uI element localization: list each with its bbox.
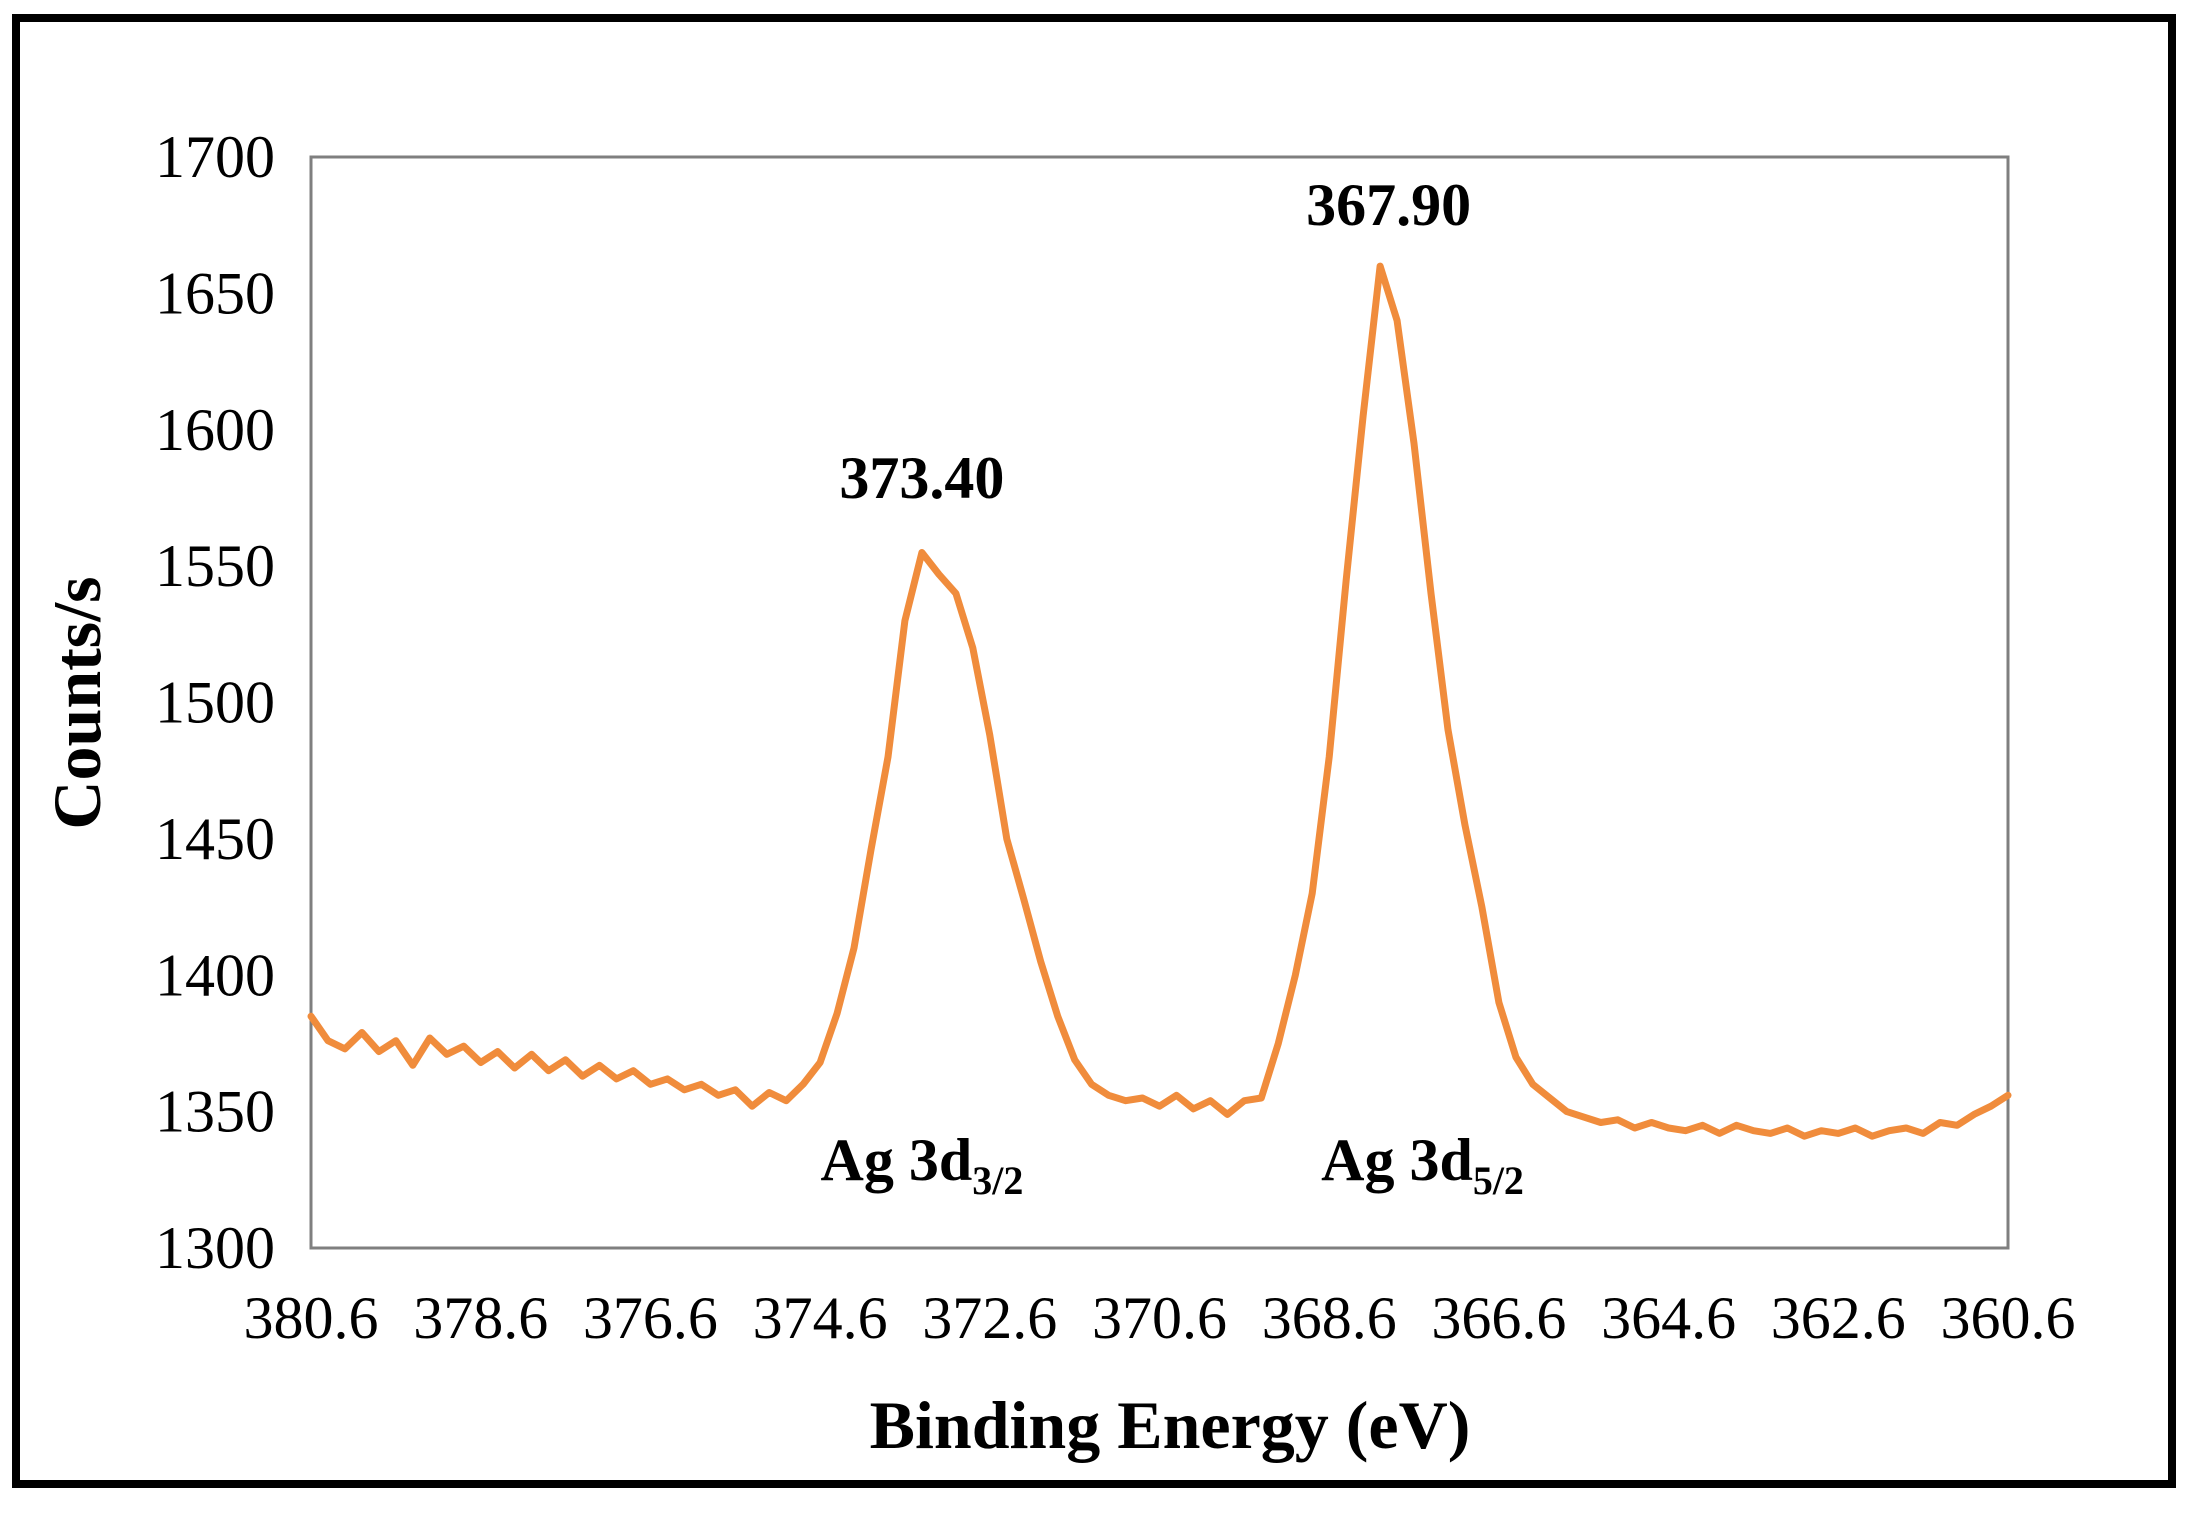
peak-value-label: 367.90 [1306,172,1471,238]
peak-name-main: Ag 3d [821,1127,973,1193]
x-axis-ticks: 380.6 378.6 376.6 374.6 372.6 370.6 368.6 366.6… [244,1285,2076,1351]
x-tick-label: 376.6 [583,1285,718,1351]
peak-name-subscript: 3/2 [972,1158,1023,1203]
peak-name-main: Ag 3d [1321,1127,1473,1193]
x-tick-label: 368.6 [1262,1285,1397,1351]
x-tick-label: 366.6 [1431,1285,1566,1351]
y-tick-label: 1700 [155,124,275,190]
x-tick-label: 370.6 [1092,1285,1227,1351]
y-tick-label: 1400 [155,942,275,1008]
peak-name-label: Ag 3d5/2 [1321,1127,1524,1203]
x-tick-label: 374.6 [753,1285,888,1351]
y-axis-ticks: 1700 1650 1600 1550 1500 1450 1400 1350 1300 [155,124,275,1281]
x-tick-label: 360.6 [1941,1285,2076,1351]
x-tick-label: 380.6 [244,1285,379,1351]
spectrum-line [307,262,2012,1140]
y-tick-label: 1600 [155,397,275,463]
y-tick-label: 1350 [155,1079,275,1145]
peak-name-label: Ag 3d3/2 [821,1127,1024,1203]
x-tick-label: 372.6 [922,1285,1057,1351]
x-tick-label: 362.6 [1771,1285,1906,1351]
y-tick-label: 1500 [155,670,275,736]
y-tick-label: 1550 [155,533,275,599]
y-axis-label: Counts/s [39,576,115,829]
y-tick-label: 1450 [155,806,275,872]
x-tick-label: 364.6 [1601,1285,1736,1351]
y-tick-label: 1650 [155,260,275,326]
plot-area [309,155,2010,1250]
x-tick-label: 378.6 [413,1285,548,1351]
y-tick-label: 1300 [155,1215,275,1281]
x-axis-label: Binding Energy (eV) [870,1387,1471,1463]
peak-value-label: 373.40 [839,445,1004,511]
peak-name-subscript: 5/2 [1473,1158,1524,1203]
